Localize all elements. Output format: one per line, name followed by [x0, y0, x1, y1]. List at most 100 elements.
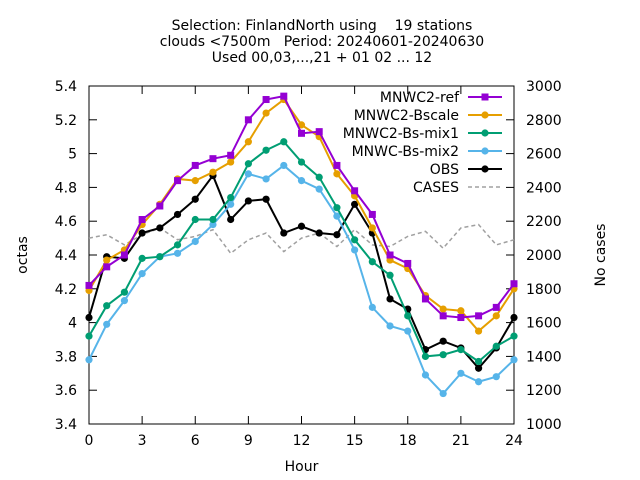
mnwc2-bscale-point	[244, 138, 252, 146]
legend-mnwc-bs-mix2-point	[481, 147, 489, 155]
legend-label: MNWC-Bs-mix2	[352, 144, 459, 160]
mnwc-bs-mix2-point	[209, 220, 217, 229]
obs-point	[351, 200, 359, 208]
mnwc-bs-mix2-point	[173, 249, 182, 257]
obs-point	[262, 195, 270, 203]
y2-tick-label: 1200	[526, 383, 562, 399]
mnwc-bs-mix2-point	[474, 378, 483, 386]
y-tick-label: 3.8	[55, 349, 77, 365]
series-mnwc2-ref	[85, 92, 518, 322]
mnwc2-bs-mix1-point	[404, 312, 412, 320]
mnwc-bs-mix2-point	[85, 356, 93, 364]
legend-label: CASES	[413, 180, 459, 196]
mnwc2-bs-mix1-point	[386, 271, 394, 279]
mnwc2-bs-mix1-point	[280, 138, 288, 146]
title-line: Used 00,03,...,21 + 01 02 ... 12	[212, 50, 432, 66]
y-tick-label: 4.8	[55, 180, 77, 196]
mnwc2-bs-mix1-point	[244, 160, 252, 168]
legend-label: MNWC2-ref	[380, 90, 460, 106]
mnwc2-bscale-point	[333, 170, 341, 178]
mnwc-bs-mix2-point	[138, 269, 146, 278]
x-tick-label: 6	[191, 433, 200, 449]
title-line: clouds <7500m Period: 20240601-20240630	[160, 34, 484, 50]
mnwc-bs-mix2-point	[103, 320, 111, 328]
mnwc2-ref-point	[120, 251, 128, 259]
mnwc2-bs-mix1-point	[209, 215, 217, 224]
mnwc2-bs-mix1-point	[138, 254, 146, 262]
title-line: Selection: FinlandNorth using 19 station…	[172, 18, 473, 34]
mnwc2-ref-point	[386, 251, 394, 259]
y2-tick-label: 1000	[526, 417, 562, 433]
mnwc2-bs-mix1-point	[351, 236, 359, 244]
legend-mnwc2-bs-mix1-point	[481, 129, 489, 137]
mnwc2-bs-mix1-point	[333, 204, 341, 212]
obs-point	[85, 313, 93, 322]
legend-label: OBS	[430, 162, 459, 178]
y2-tick-label: 3000	[526, 79, 562, 95]
mnwc2-ref-point	[315, 128, 323, 136]
series-obs	[85, 171, 518, 372]
mnwc2-bs-mix1-point	[85, 332, 93, 340]
obs-point	[386, 295, 394, 303]
y2-tick-label: 2800	[526, 113, 562, 129]
x-tick-label: 24	[505, 433, 523, 449]
x-tick-label: 3	[138, 433, 147, 449]
x-tick-label: 0	[85, 433, 94, 449]
mnwc2-bscale-point	[191, 177, 199, 185]
y2-tick-label: 2000	[526, 248, 562, 264]
mnwc2-bs-mix1-point	[492, 342, 500, 350]
obs-point	[439, 337, 447, 345]
mnwc2-bs-mix1-point	[156, 253, 164, 261]
mnwc2-bscale-point	[297, 121, 306, 129]
mnwc-bs-mix2-point	[333, 212, 341, 220]
y-tick-label: 4.2	[55, 282, 77, 298]
y-tick-label: 4.6	[55, 214, 77, 230]
obs-point	[510, 313, 518, 322]
obs-point	[244, 197, 252, 205]
mnwc-bs-mix2-point	[457, 369, 465, 377]
obs-point	[173, 210, 182, 219]
y-tick-label: 5.4	[55, 79, 77, 95]
mnwc-bs-mix2-point	[191, 237, 199, 246]
mnwc2-bscale-point	[209, 168, 217, 176]
y2-tick-label: 2600	[526, 147, 562, 163]
obs-point	[280, 229, 288, 237]
mnwc2-bs-mix1-point	[474, 357, 483, 366]
mnwc-bs-mix2-point	[351, 246, 359, 254]
obs-point	[315, 229, 323, 237]
mnwc2-bscale-point	[368, 224, 376, 232]
y-axis-label: octas	[15, 236, 31, 274]
y-tick-label: 4	[68, 316, 77, 332]
y-tick-label: 5	[68, 147, 77, 163]
mnwc2-ref-point	[457, 314, 465, 322]
mnwc2-bscale-point	[492, 312, 500, 320]
mnwc2-bscale-point	[474, 327, 483, 335]
mnwc-bs-mix2-point	[404, 327, 412, 335]
y-tick-label: 5.2	[55, 113, 77, 129]
x-tick-label: 15	[346, 433, 364, 449]
mnwc2-ref-point	[510, 280, 518, 288]
mnwc2-ref-point	[280, 92, 288, 100]
mnwc2-bs-mix1-point	[439, 351, 447, 359]
mnwc2-bscale-point	[439, 305, 447, 313]
y2-tick-label: 2200	[526, 214, 562, 230]
mnwc2-bs-mix1-point	[262, 146, 270, 154]
mnwc2-ref-point	[368, 210, 376, 218]
y2-tick-label: 2400	[526, 180, 562, 196]
series-mnwc2-bs-mix1	[85, 138, 518, 366]
mnwc2-bs-mix1-point	[421, 352, 430, 360]
x-tick-label: 18	[399, 433, 417, 449]
y-tick-label: 3.6	[55, 383, 77, 399]
mnwc2-bs-mix1-point	[315, 173, 323, 181]
obs-point	[156, 224, 164, 232]
mnwc-bs-mix2-point	[227, 200, 235, 208]
mnwc-bs-mix2-point	[262, 175, 270, 183]
mnwc2-bs-mix1-point	[297, 158, 306, 166]
mnwc2-bs-mix1-point	[457, 346, 465, 354]
legend-label: MNWC2-Bs-mix1	[343, 126, 459, 142]
mnwc2-ref-point	[103, 263, 111, 271]
mnwc-bs-mix2-point	[368, 303, 376, 311]
mnwc2-bscale-point	[262, 109, 270, 117]
chart-title: Selection: FinlandNorth using 19 station…	[160, 18, 484, 66]
